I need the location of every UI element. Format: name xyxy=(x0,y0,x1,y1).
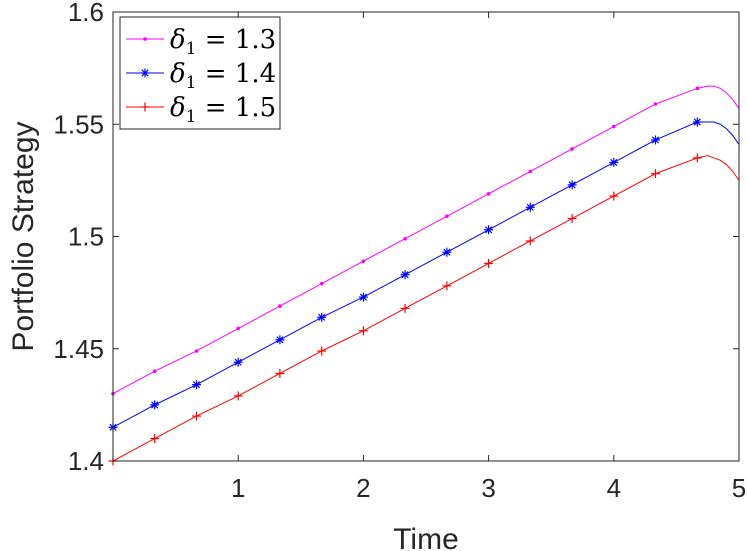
legend-symbol: δ xyxy=(170,25,186,55)
y-axis-label: Portfolio Strategy xyxy=(7,121,40,351)
data-point xyxy=(528,169,533,174)
data-point xyxy=(486,192,491,196)
data-point xyxy=(275,368,285,378)
legend-subscript: 1 xyxy=(186,107,197,127)
data-point xyxy=(192,411,202,421)
legend-item: δ1 = 1.4 xyxy=(126,59,276,93)
legend-label: δ1 = 1.4 xyxy=(170,59,276,93)
data-point xyxy=(695,86,700,91)
legend-marker xyxy=(143,37,147,41)
data-point xyxy=(650,135,660,145)
x-axis-label: Time xyxy=(393,523,459,551)
data-point xyxy=(400,270,410,280)
x-tick-label: 2 xyxy=(356,473,370,503)
data-point xyxy=(233,391,243,401)
x-tick-label: 1 xyxy=(231,473,245,503)
x-tick-label: 4 xyxy=(607,473,621,503)
data-point xyxy=(319,281,324,286)
series-line xyxy=(112,85,740,395)
data-point xyxy=(278,304,282,308)
axis-ticks: 1 2 3 4 5 1.4 1.45 1.5 1.55 1.6 xyxy=(53,0,746,503)
series-2 xyxy=(108,117,740,432)
legend-symbol: δ xyxy=(170,93,186,123)
data-point xyxy=(442,281,452,291)
y-tick-label: 1.5 xyxy=(68,222,104,252)
series-1 xyxy=(111,85,740,396)
data-point xyxy=(609,191,619,201)
legend-label: δ1 = 1.5 xyxy=(170,93,276,127)
data-point xyxy=(150,434,160,444)
series-line xyxy=(112,121,740,428)
data-point xyxy=(650,169,660,179)
legend-value: = 1.4 xyxy=(196,59,276,89)
data-point xyxy=(236,326,240,331)
y-tick-label: 1.55 xyxy=(53,109,104,139)
data-point xyxy=(317,312,327,322)
data-point xyxy=(567,180,577,190)
legend-subscript: 1 xyxy=(186,73,197,93)
legend-item: δ1 = 1.5 xyxy=(126,93,276,127)
legend-label: δ1 = 1.3 xyxy=(170,25,276,59)
data-point xyxy=(358,292,368,302)
legend-subscript: 1 xyxy=(186,39,197,59)
data-point xyxy=(609,157,619,167)
x-tick-label: 3 xyxy=(481,473,495,503)
data-point xyxy=(233,357,243,367)
data-point xyxy=(358,326,368,336)
series-3 xyxy=(108,153,740,466)
data-point xyxy=(400,303,410,313)
series-line xyxy=(112,155,740,462)
data-point xyxy=(445,214,449,219)
data-point xyxy=(194,349,199,353)
y-tick-label: 1.4 xyxy=(68,446,104,476)
data-point xyxy=(567,214,577,224)
legend: δ1 = 1.3δ1 = 1.4δ1 = 1.5 xyxy=(119,16,281,130)
plot-area xyxy=(108,85,740,466)
x-tick-label: 5 xyxy=(732,473,746,503)
data-point xyxy=(692,117,702,127)
data-point xyxy=(525,202,535,212)
legend-value: = 1.3 xyxy=(196,25,276,55)
data-point xyxy=(612,124,616,129)
data-point xyxy=(317,346,327,356)
legend-marker xyxy=(140,102,150,112)
data-point xyxy=(361,259,366,263)
legend-marker xyxy=(140,68,150,78)
data-point xyxy=(403,236,407,241)
y-tick-label: 1.45 xyxy=(53,334,104,364)
data-point xyxy=(442,247,452,257)
legend-value: = 1.5 xyxy=(196,93,276,123)
y-tick-label: 1.6 xyxy=(68,0,104,27)
data-point xyxy=(150,400,160,410)
data-point xyxy=(192,380,202,390)
data-point xyxy=(152,369,157,374)
data-point xyxy=(275,335,285,345)
data-point xyxy=(570,147,574,151)
legend-item: δ1 = 1.3 xyxy=(126,25,276,59)
legend-symbol: δ xyxy=(170,59,186,89)
data-point xyxy=(692,153,702,163)
data-point xyxy=(525,236,535,246)
data-point xyxy=(653,102,658,106)
data-point xyxy=(484,225,494,235)
data-point xyxy=(484,258,494,268)
